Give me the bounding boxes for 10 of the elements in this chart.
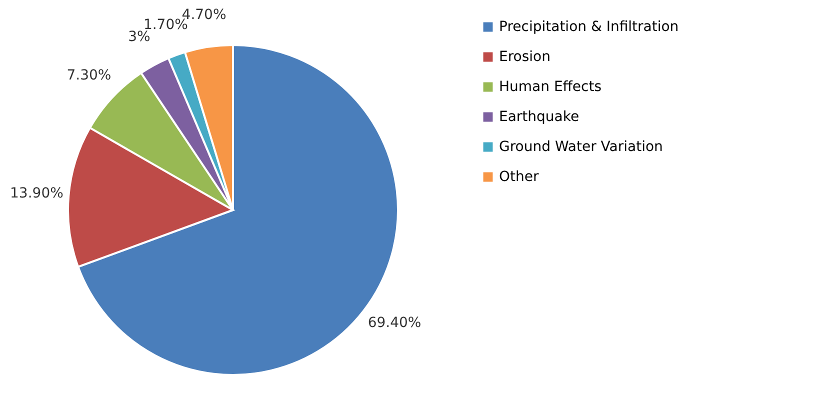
data-label: 13.90% [10,185,64,202]
legend-label: Precipitation & Infiltration [499,19,679,35]
data-label: 3% [128,28,150,45]
data-label: 69.40% [368,314,422,331]
legend-label: Ground Water Variation [499,139,663,155]
legend-label: Human Effects [499,79,602,95]
data-label: 7.30% [66,68,112,84]
legend-label: Erosion [499,49,550,65]
legend-label: Other [499,169,539,185]
legend-label: Earthquake [499,109,580,125]
